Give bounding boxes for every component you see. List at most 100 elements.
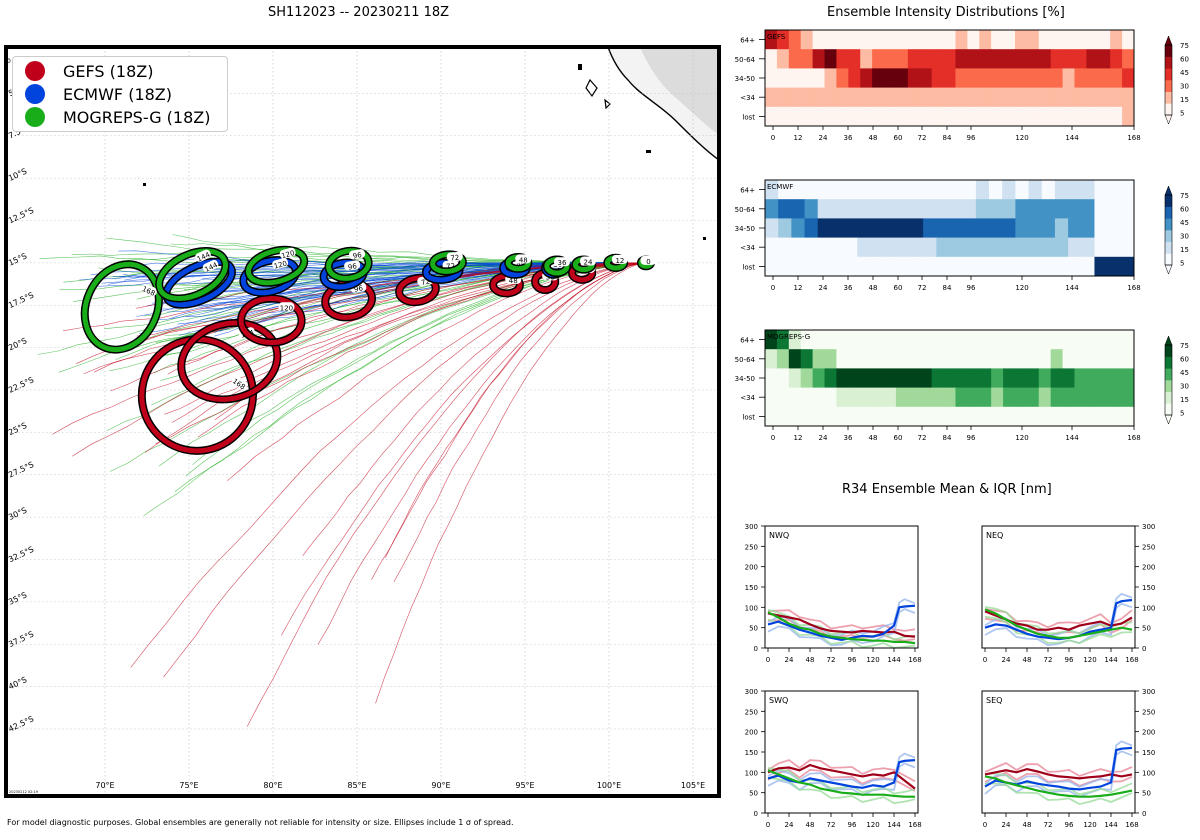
heat-cell xyxy=(765,87,778,108)
heat-cell xyxy=(1062,87,1075,108)
heat-cell xyxy=(872,330,885,350)
colorbar-tick-label: 45 xyxy=(1180,69,1189,77)
heat-cell xyxy=(791,237,805,258)
heat-cell xyxy=(1002,237,1016,258)
heat-cell xyxy=(776,406,790,427)
heat-cell xyxy=(848,349,861,369)
heat-cell xyxy=(1003,30,1016,50)
tau-label-bg xyxy=(611,254,628,264)
heat-cell xyxy=(1003,368,1016,388)
heat-cell xyxy=(830,256,845,277)
heat-cell xyxy=(931,349,944,369)
r34-x-tick-label: 96 xyxy=(1065,821,1074,829)
heat-cell xyxy=(1098,330,1111,350)
colorbar-segment xyxy=(1165,56,1172,69)
colorbar-tick-label: 60 xyxy=(1180,55,1189,63)
heat-cell xyxy=(1054,199,1069,219)
heat-cell xyxy=(1074,68,1087,88)
r34-x-tick-label: 168 xyxy=(1125,656,1138,664)
lon-tick-label: 95°E xyxy=(515,781,534,790)
heat-cell xyxy=(836,406,849,427)
land-shade xyxy=(640,47,719,135)
heat-cell xyxy=(1014,368,1028,388)
heat-cell xyxy=(991,368,1004,388)
tau-label-bg xyxy=(640,255,657,265)
heat-cell xyxy=(765,349,778,369)
heat-cell xyxy=(1086,368,1099,388)
heat-cell xyxy=(1081,199,1095,219)
r34-x-tick-label: 48 xyxy=(806,656,815,664)
heat-cell xyxy=(812,330,825,350)
map-frame xyxy=(4,45,721,798)
heat-cell xyxy=(923,256,937,277)
gefs-member-track xyxy=(163,262,647,678)
tau-label: 36 xyxy=(557,259,566,267)
heat-cell xyxy=(1062,387,1075,408)
mogreps-g-ellipse xyxy=(430,251,466,274)
r34-x-tick-label: 96 xyxy=(848,656,857,664)
colorbar-tick-label: 15 xyxy=(1180,246,1189,254)
heat-cell xyxy=(1015,218,1029,238)
heat-cell xyxy=(1014,68,1028,88)
heatmap-x-tick-label: 72 xyxy=(918,134,927,142)
island-5 xyxy=(646,150,651,153)
heat-cell xyxy=(896,256,911,277)
colorbar-segment xyxy=(1165,380,1172,392)
heat-cell xyxy=(817,237,832,258)
heat-cell xyxy=(848,106,861,127)
colorbar-segment xyxy=(1165,206,1172,219)
heatmap-x-tick-label: 12 xyxy=(794,134,803,142)
r34-x-tick-label: 48 xyxy=(806,821,815,829)
colorbar-tick-label: 75 xyxy=(1180,42,1189,50)
heatmap-x-tick-label: 60 xyxy=(894,284,903,292)
heat-cell xyxy=(1003,406,1016,427)
heat-cell xyxy=(1081,256,1095,277)
heat-cell xyxy=(1038,87,1052,108)
heat-cell xyxy=(791,180,805,200)
heat-cell xyxy=(1041,256,1056,277)
heat-cell xyxy=(836,30,849,50)
r34-y-tick-label: 150 xyxy=(745,749,758,757)
heat-cell xyxy=(1098,349,1111,369)
lon-tick-label: 85°E xyxy=(347,781,366,790)
heat-cell xyxy=(1107,237,1122,258)
heat-cell xyxy=(895,87,909,108)
heat-cell xyxy=(1122,68,1135,88)
heat-cell xyxy=(776,106,790,127)
lon-tick-label: 80°E xyxy=(263,781,282,790)
colorbar-segment xyxy=(1165,241,1172,254)
heat-cell xyxy=(979,330,992,350)
mogreps-g-ellipse xyxy=(326,248,372,281)
heat-cell xyxy=(1028,256,1043,277)
colorbar-max-arrow xyxy=(1164,35,1173,46)
colorbar-segment xyxy=(1165,218,1172,231)
heat-cell xyxy=(836,368,849,388)
colorbar-frame xyxy=(1164,344,1173,416)
heat-cell xyxy=(1050,406,1063,427)
colorbar-segment xyxy=(1165,345,1172,357)
heat-cell xyxy=(836,106,849,127)
tau-label-bg xyxy=(278,302,295,312)
heat-cell xyxy=(895,368,909,388)
track-map: 1681441209672483624144120967248361681441… xyxy=(4,45,721,798)
heat-cell xyxy=(848,87,861,108)
heat-cell xyxy=(896,199,911,219)
heat-cell xyxy=(1038,68,1052,88)
heat-cell xyxy=(1120,256,1135,277)
heat-cell xyxy=(955,87,968,108)
heat-cell xyxy=(919,87,933,108)
heat-cell xyxy=(1086,349,1099,369)
lat-tick-label: 30°S xyxy=(7,506,28,522)
heat-cell xyxy=(943,87,956,108)
tau-label-bg xyxy=(202,259,219,273)
heat-cell xyxy=(800,387,814,408)
colorbar-segment xyxy=(1165,80,1172,92)
heatmap-x-tick-label: 0 xyxy=(771,434,775,442)
heat-cell xyxy=(870,256,885,277)
r34-y-tick-label: 300 xyxy=(745,523,758,531)
r34-x-tick-label: 96 xyxy=(1065,656,1074,664)
heat-cell xyxy=(1074,368,1087,388)
lat-tick-label: 32.5°S xyxy=(7,545,35,565)
heat-cell xyxy=(943,30,956,50)
lon-tick-label: 70°E xyxy=(95,781,114,790)
